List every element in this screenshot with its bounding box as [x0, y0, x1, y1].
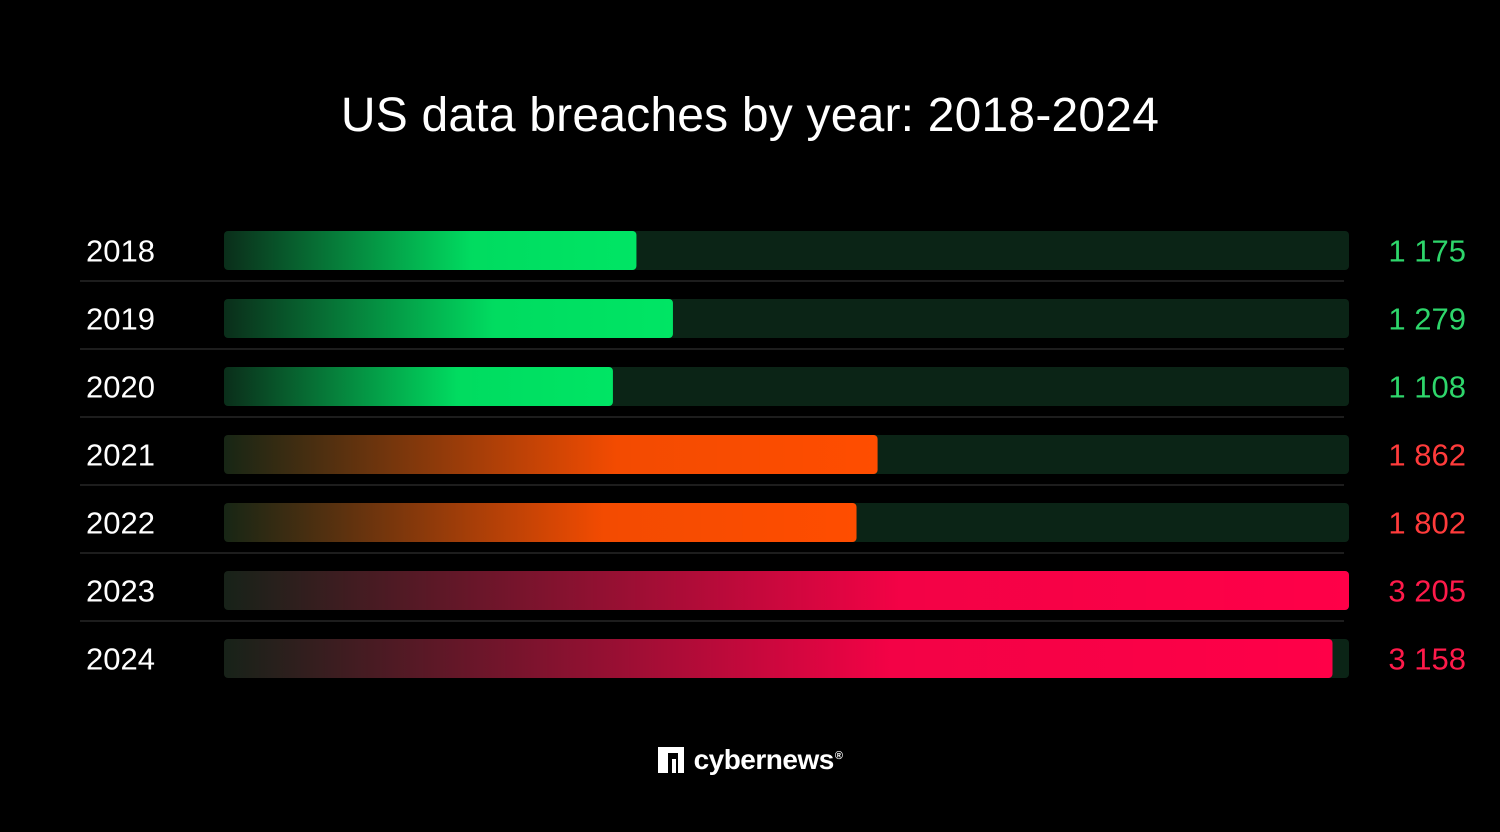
value-label-2021: 1 862 [1388, 438, 1466, 473]
year-label-2018: 2018 [86, 234, 155, 269]
value-label-2018: 1 175 [1388, 234, 1466, 269]
brand-name-text: cybernews [693, 744, 835, 775]
registered-mark: ® [834, 749, 843, 762]
cybernews-logo-icon [657, 747, 684, 773]
year-label-2023: 2023 [86, 574, 155, 609]
year-label-2021: 2021 [86, 438, 155, 473]
year-label-2020: 2020 [86, 370, 155, 405]
bar-2024 [224, 639, 1333, 678]
year-label-2024: 2024 [86, 642, 155, 677]
year-label-2022: 2022 [86, 506, 155, 541]
value-label-2020: 1 108 [1388, 370, 1466, 405]
value-label-2024: 3 158 [1388, 642, 1466, 677]
bar-2023 [224, 571, 1349, 610]
year-label-2019: 2019 [86, 302, 155, 337]
value-label-2023: 3 205 [1388, 574, 1466, 609]
brand-name: cybernews® [694, 744, 843, 776]
bar-2018 [224, 231, 637, 270]
chart-title: US data breaches by year: 2018-2024 [340, 89, 1160, 142]
value-label-2019: 1 279 [1388, 302, 1466, 337]
bar-2020 [224, 367, 613, 406]
bar-2019 [224, 299, 673, 338]
brand-logo: cybernews® [0, 740, 1500, 780]
bar-2021 [224, 435, 878, 474]
value-label-2022: 1 802 [1388, 506, 1466, 541]
bar-2022 [224, 503, 857, 542]
